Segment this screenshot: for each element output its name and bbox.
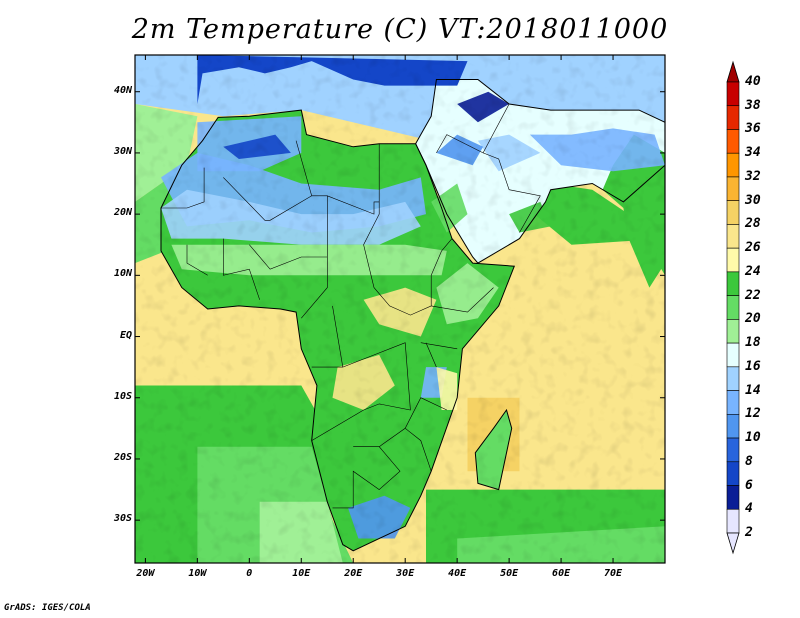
- grads-credit: GrADS: IGES/COLA: [4, 603, 91, 613]
- country-border: [223, 238, 260, 300]
- country-border: [405, 428, 432, 472]
- colorbar-label: 34: [745, 145, 761, 161]
- country-border: [431, 287, 494, 313]
- lat-label: 10N: [113, 268, 132, 280]
- country-border: [295, 140, 312, 196]
- country-border: [482, 103, 510, 154]
- plot-frame: [134, 54, 666, 564]
- colorbar-label: 28: [745, 216, 761, 232]
- colorbar-label: 26: [745, 240, 761, 256]
- lat-label: 20N: [113, 207, 132, 219]
- lat-label: 40N: [113, 84, 132, 96]
- colorbar-label: 14: [745, 382, 761, 398]
- lon-label: 60E: [552, 568, 571, 579]
- colorbar-label: 8: [745, 453, 753, 469]
- lat-label: 30S: [113, 513, 132, 525]
- colorbar-segment: [726, 485, 740, 510]
- lon-label: 50E: [500, 568, 519, 579]
- colorbar-segment: [726, 152, 740, 178]
- country-border: [161, 167, 205, 209]
- country-border: [363, 143, 453, 316]
- colorbar-segment: [726, 224, 740, 249]
- madagascar-coastline: [474, 408, 513, 491]
- colorbar-segment: [726, 176, 740, 201]
- colorbar-top-arrow: [726, 60, 740, 83]
- country-border: [420, 342, 458, 350]
- colorbar-label: 10: [745, 430, 761, 446]
- colorbar-segment: [726, 342, 740, 368]
- colorbar-label: 6: [745, 477, 753, 493]
- colorbar-segment: [726, 461, 740, 486]
- country-border: [223, 177, 380, 221]
- country-border: [301, 195, 328, 319]
- colorbar-segment: [726, 508, 740, 534]
- country-border: [249, 244, 328, 270]
- colorbar-label: 40: [745, 74, 761, 89]
- lon-label: 40E: [448, 568, 467, 579]
- colorbar-segment: [726, 390, 740, 415]
- colorbar-label: 38: [745, 97, 761, 113]
- colorbar-segment: [726, 437, 740, 463]
- africa-coastline: [160, 109, 516, 552]
- colorbar-segment: [726, 414, 740, 439]
- colorbar-label: 24: [745, 263, 761, 279]
- colorbar-label: 20: [745, 311, 761, 327]
- country-border: [425, 342, 437, 368]
- colorbar-label: 18: [745, 335, 761, 351]
- colorbar-segment: [726, 366, 740, 391]
- colorbar-bottom-arrow: [726, 532, 740, 555]
- lat-label: 30N: [113, 145, 132, 157]
- country-border: [379, 397, 447, 447]
- lon-label: 30E: [396, 568, 415, 579]
- colorbar-label: 2: [745, 525, 753, 540]
- country-border: [436, 134, 541, 233]
- colorbar-label: 16: [745, 358, 761, 374]
- lon-label: 10E: [292, 568, 311, 579]
- colorbar-segment: [726, 200, 740, 225]
- field-texture: [135, 55, 665, 563]
- colorbar-segment: [726, 247, 740, 273]
- colorbar-label: 36: [745, 121, 761, 137]
- colorbar-segment: [726, 295, 740, 320]
- country-border: [311, 342, 411, 441]
- colorbar-label: 4: [745, 501, 753, 517]
- lat-label: EQ: [119, 329, 132, 341]
- lat-label: 10S: [113, 390, 132, 402]
- colorbar-segment: [726, 129, 740, 154]
- colorbar-label: 22: [745, 287, 761, 303]
- lon-label: 10W: [188, 568, 207, 579]
- lon-label: 70E: [604, 568, 623, 579]
- colorbar-segment: [726, 271, 740, 296]
- lon-label: 20W: [136, 568, 155, 579]
- chart-title: 2m Temperature (C) VT:2018011000: [131, 14, 669, 45]
- colorbar-segment: [726, 105, 740, 130]
- lon-label: 20E: [344, 568, 363, 579]
- lon-label: 0: [246, 568, 253, 579]
- colorbar-segment: [726, 319, 740, 344]
- colorbar-label: 30: [745, 192, 761, 208]
- arabia-coastline: [415, 79, 665, 264]
- lat-label: 20S: [113, 451, 132, 463]
- colorbar-segment: [726, 81, 740, 107]
- colorbar-label: 32: [745, 168, 761, 184]
- country-border: [186, 244, 208, 276]
- colorbar-label: 12: [745, 406, 761, 422]
